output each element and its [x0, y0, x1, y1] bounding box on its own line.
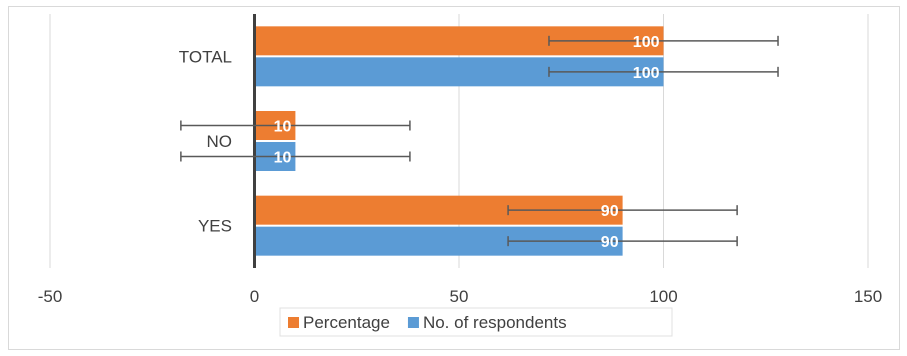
x-tick-label: 0	[250, 287, 259, 306]
data-label: 10	[274, 150, 292, 167]
x-tick-label: -50	[38, 287, 63, 306]
legend-label: Percentage	[303, 313, 390, 332]
value-axis: -50 0 50 100 150 YES NO TOTAL	[38, 14, 882, 306]
x-tick-label: 50	[450, 287, 469, 306]
legend-swatch	[407, 317, 419, 328]
category-label: YES	[198, 217, 232, 236]
legend-label: No. of respondents	[423, 313, 567, 332]
data-label: 90	[601, 203, 619, 220]
data-labels: 90 90 10 10 100 100	[180, 34, 779, 251]
grid-lines	[49, 14, 869, 268]
data-label: 10	[274, 119, 292, 136]
x-tick-label: 100	[649, 287, 677, 306]
legend: Percentage No. of respondents	[279, 307, 673, 337]
data-label: 90	[601, 234, 619, 251]
legend-swatch	[288, 317, 299, 328]
x-tick-label: 150	[854, 287, 882, 306]
category-label: TOTAL	[179, 47, 232, 66]
legend-box	[279, 307, 673, 337]
data-label: 100	[633, 34, 660, 51]
chart-frame	[8, 6, 900, 350]
category-label: NO	[207, 132, 233, 151]
data-label: 100	[633, 65, 660, 82]
